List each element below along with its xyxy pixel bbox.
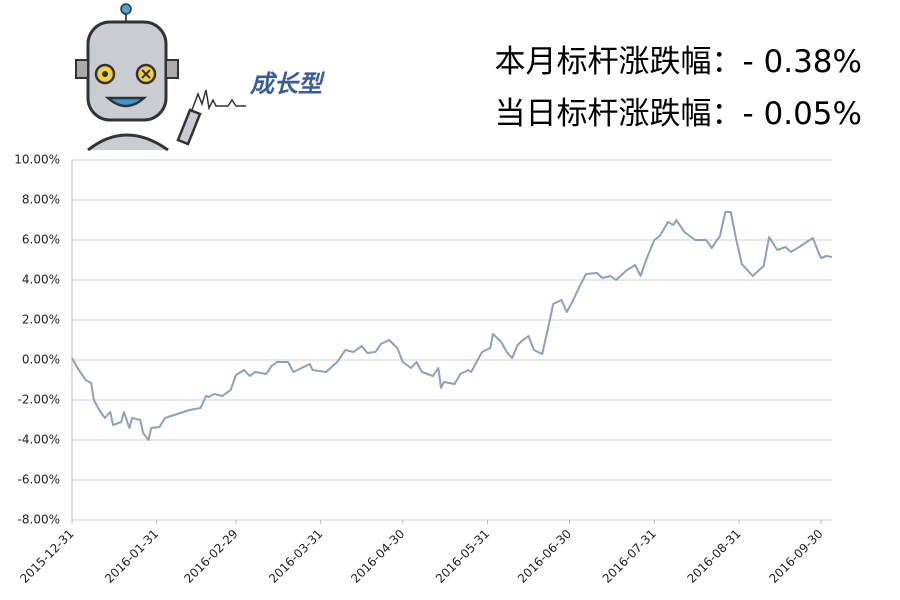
y-tick-label: 8.00% [22,193,60,207]
annotation: 当日标杆涨跌幅：- 0.05% [494,96,862,132]
y-tick-label: 2.00% [22,313,60,327]
x-tick-label: 2016-08-31 [684,527,743,586]
x-tick-label: 2016-02-29 [181,527,240,586]
x-tick-label: 2016-03-31 [266,527,325,586]
x-tick-label: 2016-06-30 [515,527,574,586]
y-tick-label: 4.00% [22,273,60,287]
y-tick-label: 6.00% [22,233,60,247]
y-tick-label: -8.00% [18,513,60,527]
robot-logo [75,3,246,152]
logo-text: 成长型 [249,70,325,98]
y-tick-label: -4.00% [18,433,60,447]
annotation: 本月标杆涨跌幅：- 0.38% [494,44,862,80]
x-tick-label: 2016-07-31 [600,527,659,586]
y-tick-label: 10.00% [14,153,60,167]
y-tick-label: -6.00% [18,473,60,487]
line-series [71,211,833,441]
x-tick-label: 2016-05-31 [433,527,492,586]
y-tick-label: -2.00% [18,393,60,407]
x-tick-label: 2016-09-30 [766,527,825,586]
x-tick-label: 2015-12-31 [17,527,76,586]
x-tick-label: 2016-01-31 [102,527,161,586]
y-tick-label: 0.00% [22,353,60,367]
x-tick-label: 2016-04-30 [348,527,407,586]
